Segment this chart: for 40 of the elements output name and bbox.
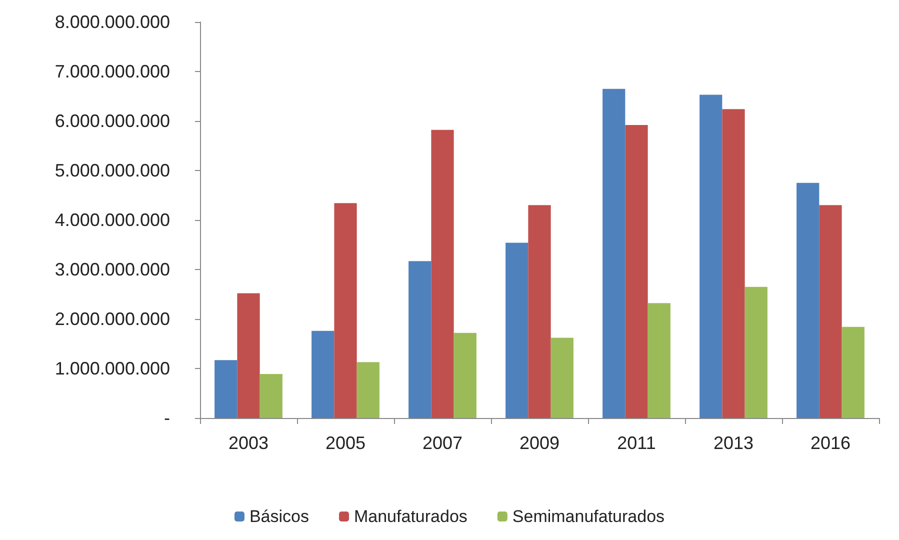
bar bbox=[796, 182, 820, 418]
y-tick-label: 3.000.000.000 bbox=[54, 260, 170, 280]
bar bbox=[528, 205, 551, 418]
y-tick-label: 2.000.000.000 bbox=[54, 309, 170, 329]
legend-label: Manufaturados bbox=[354, 507, 468, 526]
bar bbox=[842, 326, 864, 418]
bar bbox=[356, 362, 380, 418]
y-tick-label: 5.000.000.000 bbox=[54, 160, 170, 180]
bar bbox=[214, 360, 238, 418]
x-tick-label: 2011 bbox=[617, 433, 656, 453]
x-tick-label: 2003 bbox=[228, 433, 269, 453]
bar bbox=[431, 130, 454, 418]
bar bbox=[260, 374, 282, 418]
x-tick-label: 2005 bbox=[325, 433, 366, 453]
bar bbox=[602, 88, 626, 418]
bar bbox=[334, 203, 357, 418]
bar bbox=[237, 293, 260, 418]
x-tick-label: 2009 bbox=[519, 433, 560, 453]
bar bbox=[819, 205, 842, 418]
y-tick-label: 7.000.000.000 bbox=[54, 62, 170, 82]
bar bbox=[506, 242, 528, 418]
bar bbox=[454, 332, 476, 418]
bar bbox=[550, 338, 574, 418]
bar bbox=[700, 94, 722, 418]
y-tick-label: - bbox=[164, 408, 170, 428]
y-tick-label: 1.000.000.000 bbox=[54, 358, 170, 378]
bar bbox=[408, 261, 432, 418]
x-tick-label: 2007 bbox=[422, 433, 463, 453]
bar bbox=[625, 124, 648, 418]
bar bbox=[312, 330, 334, 418]
y-tick-label: 4.000.000.000 bbox=[54, 210, 170, 230]
x-tick-label: 2016 bbox=[810, 433, 851, 453]
bar bbox=[648, 303, 670, 418]
x-tick-label: 2013 bbox=[713, 433, 754, 453]
bar bbox=[744, 286, 768, 418]
y-tick-label: 6.000.000.000 bbox=[54, 111, 170, 131]
bar bbox=[722, 109, 745, 418]
y-tick-label: 8.000.000.000 bbox=[54, 12, 170, 32]
legend-label: Semimanufaturados bbox=[512, 507, 665, 526]
legend-label: Básicos bbox=[249, 507, 309, 526]
